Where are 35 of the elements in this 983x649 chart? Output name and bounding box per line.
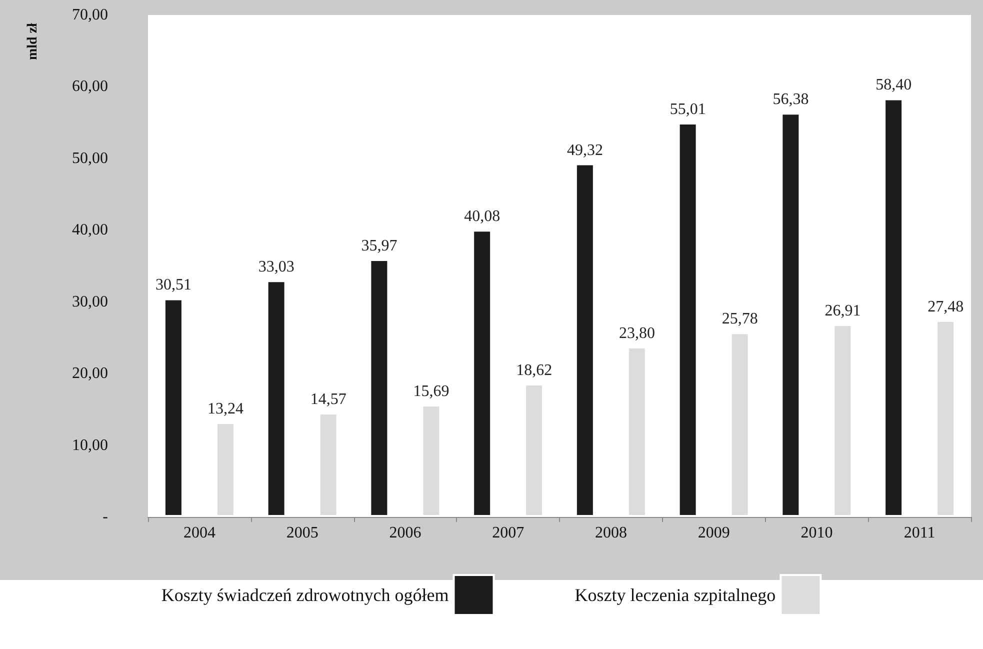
data-label: 14,57 (310, 391, 346, 408)
data-label: 15,69 (413, 382, 450, 400)
y-tick-label: - (102, 508, 108, 526)
x-tick-label: 2010 (800, 524, 833, 542)
x-tick-label: 2007 (492, 524, 524, 542)
x-tick-label: 2011 (904, 524, 936, 542)
y-tick-label: 60,00 (72, 78, 108, 96)
y-tick-label: 30,00 (72, 293, 108, 310)
data-label: 27,48 (928, 298, 964, 316)
y-tick-label: 40,00 (72, 222, 108, 239)
x-tick-label: 2009 (698, 524, 730, 542)
data-label: 56,38 (772, 91, 809, 108)
y-axis-title: mld zł (26, 22, 40, 60)
data-label: 33,03 (258, 258, 294, 276)
data-label: 49,32 (566, 142, 603, 159)
x-tick-label: 2008 (594, 524, 627, 542)
data-label: 18,62 (516, 362, 552, 379)
data-label: 26,91 (824, 302, 861, 320)
x-tick-label: 2005 (286, 524, 318, 542)
x-tick-label: 2004 (183, 524, 216, 542)
y-tick-label: 70,00 (72, 6, 108, 24)
data-label: 13,24 (207, 400, 244, 418)
data-label: 58,40 (876, 76, 912, 94)
data-label: 30,51 (155, 276, 192, 294)
data-label: 23,80 (618, 324, 655, 342)
y-tick-label: 10,00 (72, 436, 108, 454)
data-label: 40,08 (464, 208, 500, 226)
y-tick-label: 20,00 (72, 365, 108, 382)
data-label: 35,97 (361, 238, 398, 255)
data-label: 25,78 (722, 310, 758, 328)
legend-label: Koszty leczenia szpitalnego (574, 585, 776, 605)
x-tick-label: 2006 (389, 524, 422, 542)
data-label: 55,01 (670, 101, 706, 118)
y-tick-label: 50,00 (72, 150, 108, 167)
legend-label: Koszty świadczeń zdrowotnych ogółem (161, 585, 449, 605)
